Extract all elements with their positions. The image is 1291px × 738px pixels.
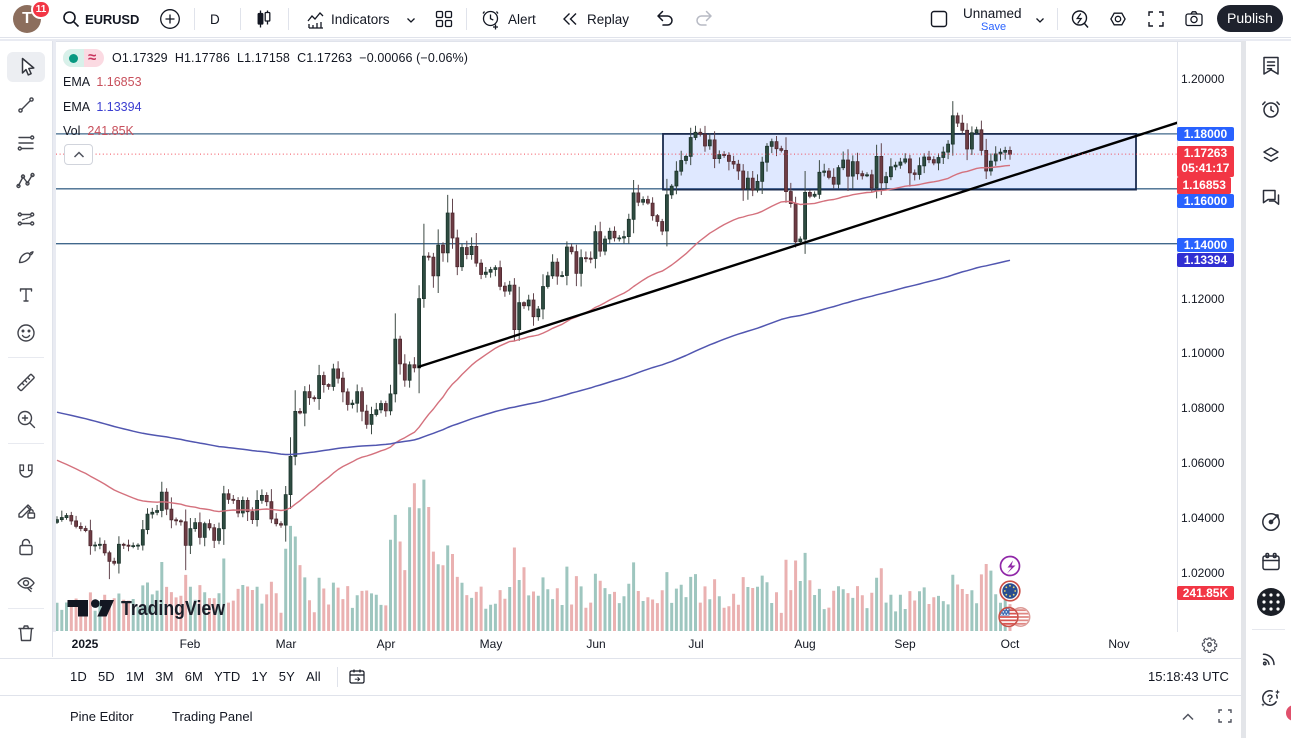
svg-text:TradingView: TradingView: [121, 598, 225, 620]
svg-text:?: ?: [1267, 693, 1274, 705]
